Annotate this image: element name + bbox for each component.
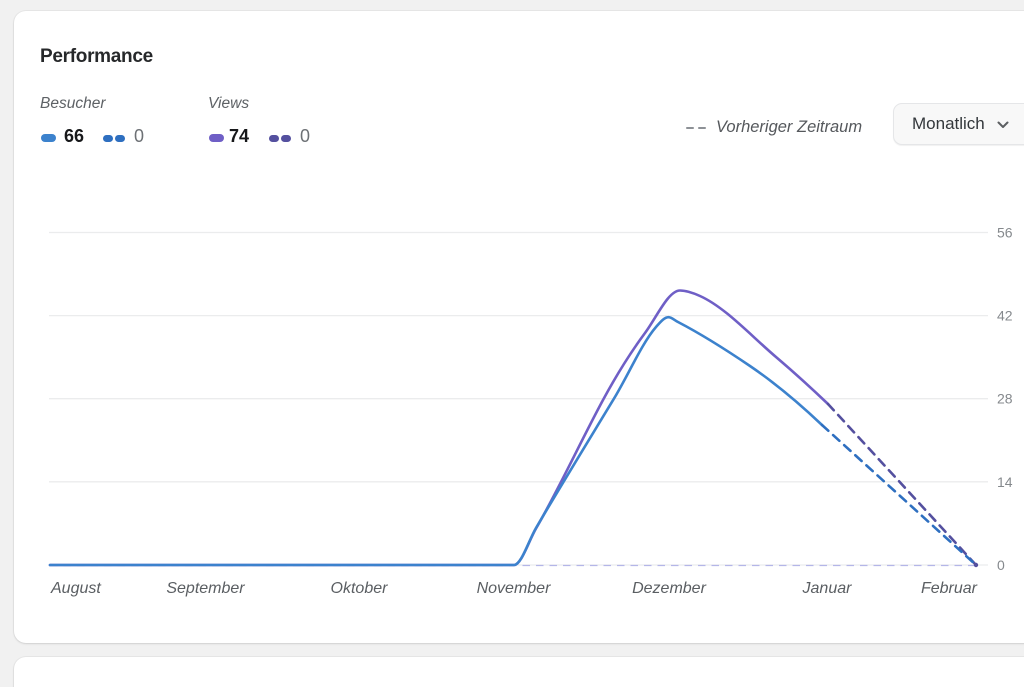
svg-text:56: 56 — [997, 225, 1013, 241]
svg-text:Oktober: Oktober — [331, 580, 389, 597]
svg-text:November: November — [477, 580, 551, 597]
svg-text:September: September — [166, 580, 245, 597]
svg-text:42: 42 — [997, 308, 1013, 324]
svg-text:Dezember: Dezember — [632, 580, 706, 597]
svg-text:0: 0 — [997, 557, 1005, 573]
svg-text:28: 28 — [997, 391, 1013, 407]
svg-text:Februar: Februar — [921, 580, 978, 597]
svg-text:14: 14 — [997, 474, 1013, 490]
svg-text:Januar: Januar — [802, 580, 853, 597]
svg-text:August: August — [50, 580, 101, 597]
